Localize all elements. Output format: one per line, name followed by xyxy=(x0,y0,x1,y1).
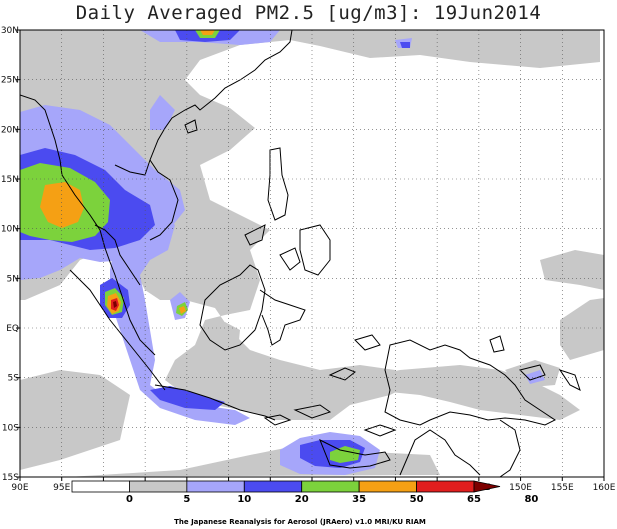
lat-tick-label: 5N xyxy=(7,274,19,284)
colorbar-box xyxy=(71,480,130,493)
colorbar-label: 20 xyxy=(295,494,309,505)
colorbar-label: 0 xyxy=(126,494,133,505)
colorbar-label: 50 xyxy=(410,494,424,505)
lat-tick-label: 15N xyxy=(1,175,19,185)
lon-tick-label: 160E xyxy=(593,483,616,493)
colorbar-label: 35 xyxy=(352,494,366,505)
lon-tick-label: 90E xyxy=(11,483,28,493)
graticule xyxy=(20,30,604,477)
lat-tick-label: 30N xyxy=(1,26,19,36)
colorbar-label: 65 xyxy=(467,494,481,505)
lat-tick-label: EQ xyxy=(6,324,19,334)
lon-tick-label: 155E xyxy=(551,483,574,493)
colorbar-label: 80 xyxy=(524,494,538,505)
colorbar: 0 5 10 20 35 50 65 80 xyxy=(71,480,538,505)
colorbar-label: 10 xyxy=(237,494,251,505)
colorbar-box xyxy=(301,480,360,493)
colorbar-box xyxy=(358,480,417,493)
colorbar-arrow xyxy=(473,480,501,493)
lat-tick-label: 10S xyxy=(2,423,19,433)
colorbar-box xyxy=(416,480,475,493)
map-title: Daily Averaged PM2.5 [ug/m3]: 19Jun2014 xyxy=(75,2,542,24)
colorbar-box xyxy=(129,480,188,493)
lat-tick-label: 25N xyxy=(1,76,19,86)
lat-tick-label: 20N xyxy=(1,125,19,135)
lat-tick-label: 5S xyxy=(8,374,20,384)
lon-tick-label: 150E xyxy=(509,483,532,493)
lat-tick-label: 15S xyxy=(2,473,19,483)
colorbar-label: 5 xyxy=(183,494,190,505)
lon-tick-label: 95E xyxy=(53,483,70,493)
colorbar-box xyxy=(243,480,303,493)
lat-tick-label: 10N xyxy=(1,225,19,235)
coastlines xyxy=(20,30,581,477)
colorbar-box xyxy=(186,480,245,493)
credit-text: The Japanese Reanalysis for Aerosol (JRA… xyxy=(174,518,426,526)
